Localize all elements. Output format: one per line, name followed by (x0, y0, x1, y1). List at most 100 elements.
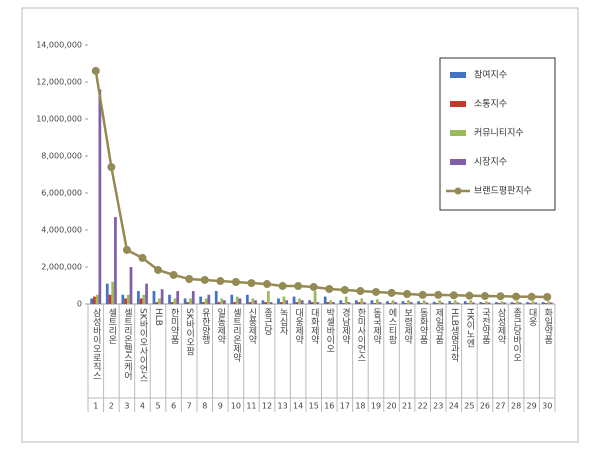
bar (95, 294, 99, 304)
legend-swatch (450, 130, 466, 136)
rank-label: 12 (262, 402, 272, 411)
rank-label: 1 (93, 402, 98, 411)
bar (391, 300, 395, 304)
x-tick-label: 국전약품 (480, 308, 490, 344)
x-tick-label: 삼성제약 (496, 308, 506, 345)
bar (544, 303, 548, 304)
rank-label: 6 (171, 402, 176, 411)
bar (438, 300, 441, 304)
bar (482, 303, 485, 304)
legend-label: 커뮤니티지수 (474, 128, 524, 139)
line-point (138, 253, 147, 262)
bar (347, 302, 351, 304)
rank-label: 2 (109, 402, 114, 411)
x-tick-label: 한미사이언스 (355, 308, 365, 362)
x-tick-label: HK이노엔 (464, 308, 474, 348)
bar (269, 302, 273, 304)
bar (158, 298, 161, 304)
bar (404, 303, 408, 304)
bar (298, 298, 301, 304)
x-tick-label: 에스티팜 (387, 308, 397, 344)
x-tick-label: 동화약품 (418, 308, 428, 344)
x-tick-label: 종근당바이오 (511, 308, 521, 362)
line-point (294, 282, 303, 291)
bar (223, 300, 226, 304)
y-tick-label: 14,000,000 (36, 41, 82, 50)
bar (407, 300, 410, 304)
rank-label: 11 (246, 402, 256, 411)
rank-label: 7 (187, 402, 192, 411)
bar (487, 302, 491, 304)
bar (401, 301, 405, 304)
y-tick-label: 0 (77, 300, 82, 309)
bar (292, 296, 296, 304)
bar (202, 302, 205, 304)
bar (108, 294, 112, 304)
rank-label: 4 (140, 402, 145, 411)
bar (518, 302, 522, 304)
x-tick-label: 종근당 (262, 308, 272, 335)
bar (360, 298, 364, 304)
x-tick-label: 대웅 (527, 308, 537, 326)
line-point (418, 290, 427, 299)
line-point (231, 277, 240, 286)
bar (160, 289, 164, 304)
line-point (91, 66, 100, 75)
x-tick-label: 경남제약 (340, 307, 350, 345)
bar (105, 283, 109, 304)
line-point (512, 292, 521, 301)
x-tick-label: 동국제약 (371, 308, 381, 345)
rank-label: 10 (231, 402, 241, 411)
bar (339, 300, 343, 304)
bar (440, 302, 444, 304)
bar (394, 302, 397, 304)
x-tick-label: HLB (153, 308, 163, 326)
bar (300, 300, 304, 304)
bar (463, 301, 467, 304)
rank-label: 16 (324, 402, 334, 411)
bar (484, 301, 488, 304)
bar (378, 302, 382, 304)
rank-label: 22 (418, 402, 428, 411)
x-tick-label: 대화제약 (309, 308, 319, 345)
bar (145, 283, 148, 304)
x-tick-label: SK바이오팜 (184, 308, 194, 356)
bar (541, 302, 545, 304)
bar (329, 300, 333, 304)
rank-label: 21 (402, 402, 412, 411)
bar (308, 300, 311, 304)
bar (528, 303, 532, 304)
rank-label: 13 (277, 402, 287, 411)
line-point (263, 280, 272, 289)
legend-label: 참여지수 (474, 69, 507, 81)
rank-label: 26 (480, 402, 490, 411)
x-tick-label: 신풍제약 (246, 308, 256, 345)
line-point (200, 275, 209, 284)
bar (126, 294, 130, 304)
bar (189, 298, 192, 304)
y-tick-label: 8,000,000 (41, 152, 82, 161)
x-tick-label: HLB생명과학 (449, 308, 459, 363)
line-point (247, 279, 256, 288)
bar (451, 303, 454, 304)
bar (251, 298, 255, 304)
bar (238, 298, 242, 304)
bar (531, 301, 535, 304)
bar (90, 298, 94, 304)
x-tick-label: 화일약품 (542, 308, 552, 344)
bar (419, 303, 423, 304)
bar (199, 296, 203, 304)
line-point (356, 287, 365, 296)
bar (142, 294, 146, 304)
line-point (371, 287, 380, 296)
y-tick-label: 4,000,000 (41, 226, 82, 235)
bar (277, 298, 280, 304)
y-tick-label: 6,000,000 (41, 189, 82, 198)
rank-label: 17 (340, 402, 350, 411)
x-tick-label: 제일약품 (433, 308, 443, 344)
y-tick-label: 10,000,000 (36, 115, 82, 124)
bar (453, 300, 457, 304)
rank-label: 29 (527, 402, 537, 411)
bar (310, 302, 314, 304)
